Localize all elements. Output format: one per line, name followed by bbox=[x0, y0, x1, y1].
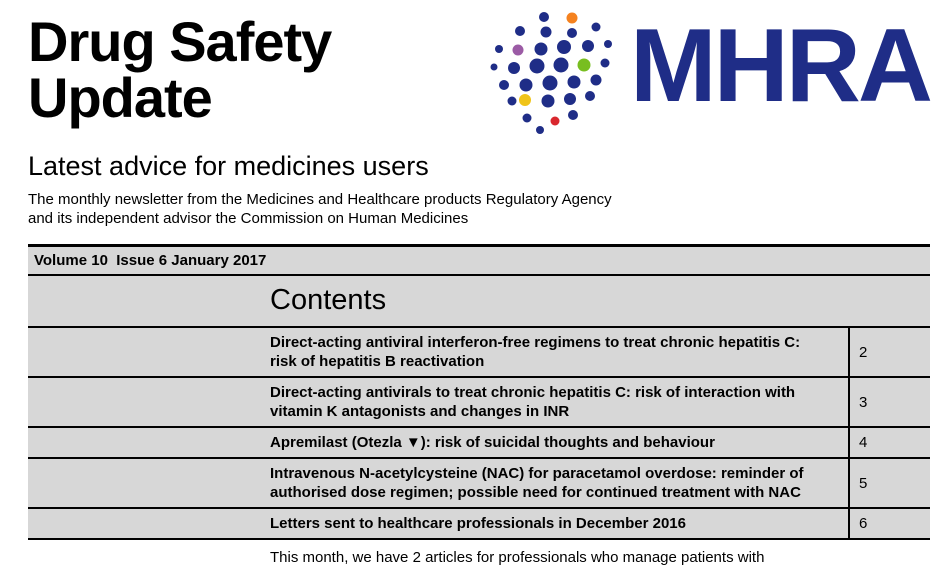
table-row: Letters sent to healthcare professionals… bbox=[28, 509, 930, 540]
mhra-logo: MHRA bbox=[482, 6, 933, 136]
toc-item-page: 4 bbox=[848, 428, 930, 457]
toc-item-title: Letters sent to healthcare professionals… bbox=[270, 515, 686, 532]
mhra-dots-icon bbox=[482, 8, 622, 136]
contents-heading-row: Contents bbox=[28, 276, 930, 328]
page-title-line1: Drug Safety bbox=[28, 10, 332, 73]
toc-item-page: 3 bbox=[848, 378, 930, 426]
toc-item-page: 5 bbox=[848, 459, 930, 507]
left-spacer bbox=[28, 276, 270, 326]
intro-paragraph: This month, we have 2 articles for profe… bbox=[270, 549, 765, 566]
left-spacer bbox=[28, 328, 270, 376]
table-row: Direct-acting antiviral interferon-free … bbox=[28, 328, 930, 378]
page-title-line2: Update bbox=[28, 66, 213, 129]
description-line1: The monthly newsletter from the Medicine… bbox=[28, 191, 612, 208]
toc-item-title: Direct-acting antivirals to treat chroni… bbox=[270, 384, 796, 420]
left-spacer bbox=[28, 459, 270, 507]
toc-item-title: Direct-acting antiviral interferon-free … bbox=[270, 334, 801, 370]
table-row: Intravenous N-acetylcysteine (NAC) for p… bbox=[28, 459, 930, 509]
table-row: Apremilast (Otezla ▼): risk of suicidal … bbox=[28, 428, 930, 459]
masthead: Drug Safety Update MHRA bbox=[0, 0, 936, 136]
issue-bar: Volume 10 Issue 6 January 2017 bbox=[28, 247, 930, 276]
contents-heading: Contents bbox=[270, 284, 387, 316]
toc-item-page: 2 bbox=[848, 328, 930, 376]
left-spacer bbox=[28, 509, 270, 538]
contents-table: Volume 10 Issue 6 January 2017 Contents … bbox=[28, 244, 930, 540]
table-row: Direct-acting antivirals to treat chroni… bbox=[28, 378, 930, 428]
mhra-logo-text: MHRA bbox=[630, 8, 933, 124]
page-title: Drug Safety Update bbox=[28, 6, 332, 129]
toc-item-page: 6 bbox=[848, 509, 930, 538]
left-spacer bbox=[28, 378, 270, 426]
subtitle: Latest advice for medicines users bbox=[28, 151, 429, 181]
left-spacer bbox=[28, 428, 270, 457]
description: The monthly newsletter from the Medicine… bbox=[28, 190, 936, 228]
description-line2: and its independent advisor the Commissi… bbox=[28, 210, 469, 227]
toc-item-title: Apremilast (Otezla ▼): risk of suicidal … bbox=[270, 434, 715, 451]
toc-item-title: Intravenous N-acetylcysteine (NAC) for p… bbox=[270, 465, 804, 501]
